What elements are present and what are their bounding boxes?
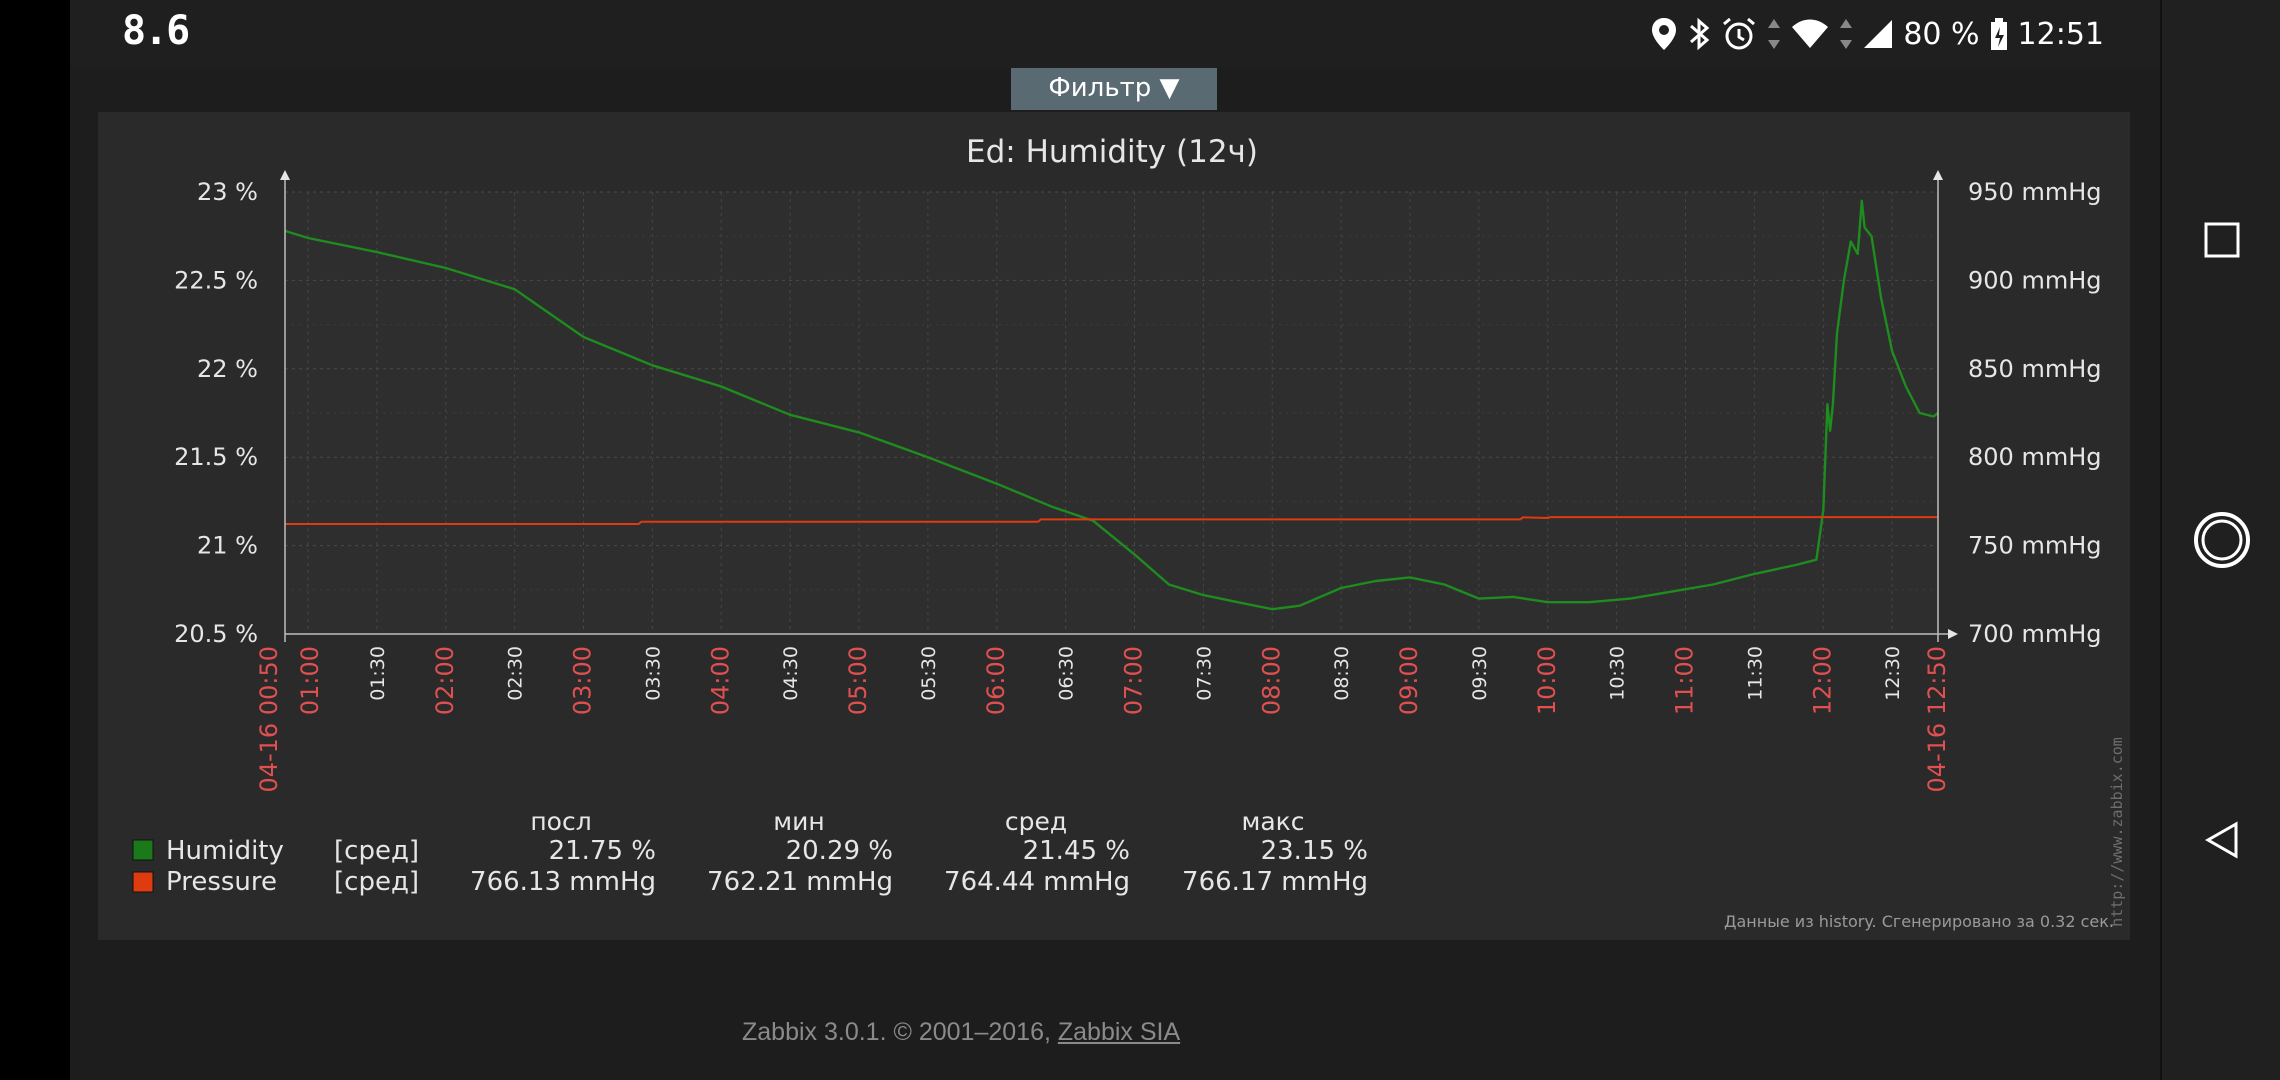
legend-series-func: [сред] <box>334 836 419 866</box>
x-tick-label: 03:30 <box>642 646 664 701</box>
legend-value-avg: 764.44 mmHg <box>944 867 1130 897</box>
graph-panel: Ed: Humidity (12ч) 23 % 22.5 % 22 % 21.5 % 2… <box>98 112 2130 940</box>
y-right-tick-label: 800 mmHg <box>1968 443 2101 471</box>
legend-value-max: 23.15 % <box>1261 836 1368 866</box>
x-tick-label: 04:00 <box>706 646 734 715</box>
x-tick-label: 02:30 <box>505 646 527 701</box>
y-axis-right-arrow <box>1933 170 1943 180</box>
x-tick-label: 03:00 <box>569 646 597 715</box>
x-tick-label: 04-16 12:50 <box>1923 646 1951 793</box>
x-tick-label: 05:00 <box>844 646 872 715</box>
data-arrows-icon <box>1768 19 1781 49</box>
footer-copyright: Zabbix 3.0.1. © 2001–2016, <box>742 1018 1058 1046</box>
y-right-tick-label: 900 mmHg <box>1968 266 2101 294</box>
y-right-tick-label: 700 mmHg <box>1968 620 2101 648</box>
x-tick-label: 04-16 00:50 <box>255 646 283 793</box>
legend-series-name: Pressure <box>166 867 277 897</box>
y-right-tick-label: 750 mmHg <box>1968 532 2101 560</box>
left-edge-bar <box>0 0 70 1080</box>
x-tick-label: 02:00 <box>431 646 459 715</box>
status-time: 12:51 <box>2017 16 2104 52</box>
alarm-icon <box>1723 17 1756 50</box>
x-tick-label: 10:00 <box>1533 646 1561 715</box>
x-axis-arrow <box>1948 629 1958 639</box>
x-tick-label: 05:30 <box>918 646 940 701</box>
chart-title: Ed: Humidity (12ч) <box>966 134 1258 170</box>
y-left-tick-label: 23 % <box>197 178 258 206</box>
legend-value-min: 20.29 % <box>786 836 893 866</box>
legend-series-func: [сред] <box>334 867 419 897</box>
y-right-tick-label: 850 mmHg <box>1968 355 2101 383</box>
x-tick-label: 12:30 <box>1882 646 1904 701</box>
location-icon <box>1652 18 1677 50</box>
x-tick-label: 12:00 <box>1808 646 1836 715</box>
legend-header-avg: сред <box>1005 807 1067 836</box>
filter-toggle-button[interactable]: Фильтр ▼ <box>1011 68 1217 110</box>
x-tick-label: 08:00 <box>1257 646 1285 715</box>
x-tick-label: 08:30 <box>1331 646 1353 701</box>
legend-value-last: 766.13 mmHg <box>470 867 656 897</box>
x-tick-label: 11:00 <box>1671 646 1699 715</box>
series-line-humidity <box>284 199 1939 611</box>
battery-percent: 80 % <box>1903 16 1980 52</box>
legend-swatch-humidity <box>132 839 154 861</box>
y-left-tick-label: 21 % <box>197 532 258 560</box>
humidity-chart: Ed: Humidity (12ч) 23 % 22.5 % 22 % 21.5 % 2… <box>132 134 2126 931</box>
cell-signal-icon <box>1864 20 1893 48</box>
watermark: http://www.zabbix.com <box>2108 737 2126 927</box>
legend-value-avg: 21.45 % <box>1023 836 1130 866</box>
legend-value-max: 766.17 mmHg <box>1182 867 1368 897</box>
y-axis-left-arrow <box>280 170 290 180</box>
x-tick-label: 07:00 <box>1120 646 1148 715</box>
x-tick-label: 04:30 <box>780 646 802 701</box>
legend-swatch-pressure <box>132 871 154 893</box>
x-tick-label: 11:30 <box>1744 646 1766 701</box>
status-left-text: 8.6 <box>122 8 190 54</box>
x-tick-label: 06:30 <box>1056 646 1078 701</box>
legend-header-min: мин <box>773 807 824 836</box>
footer-zabbix-link[interactable]: Zabbix SIA <box>1057 1018 1181 1046</box>
navigation-bar <box>2160 0 2280 1080</box>
status-icons: 80 % 12:51 <box>1651 14 2104 54</box>
data-arrows-icon-2 <box>1840 19 1853 49</box>
x-tick-label: 10:30 <box>1607 646 1629 701</box>
status-bar: 8.6 80 % 12:51 <box>70 0 2160 68</box>
y-left-tick-label: 20.5 % <box>174 620 258 648</box>
x-tick-label: 06:00 <box>982 646 1010 715</box>
y-left-tick-label: 22 % <box>197 355 258 383</box>
legend-value-last: 21.75 % <box>549 836 656 866</box>
legend-header-max: макс <box>1241 807 1304 836</box>
home-circle-icon[interactable] <box>2162 510 2280 570</box>
series-line-pressure <box>285 516 1938 525</box>
y-left-tick-label: 21.5 % <box>174 443 258 471</box>
wifi-icon <box>1792 19 1829 48</box>
footer: Zabbix 3.0.1. © 2001–2016, Zabbix SIA <box>742 1018 1180 1047</box>
recents-square-icon[interactable] <box>2162 218 2280 262</box>
x-tick-label: 01:30 <box>367 646 389 701</box>
x-tick-label: 09:30 <box>1469 646 1491 701</box>
x-tick-label: 01:00 <box>296 646 324 715</box>
battery-icon <box>1990 18 2007 50</box>
x-tick-label: 07:30 <box>1193 646 1215 701</box>
legend-series-name: Humidity <box>166 836 284 866</box>
generation-note: Данные из history. Сгенерировано за 0.32… <box>1724 912 2114 931</box>
y-right-tick-label: 950 mmHg <box>1968 178 2101 206</box>
legend-header-last: посл <box>530 807 591 836</box>
back-triangle-icon[interactable] <box>2162 818 2280 862</box>
bluetooth-icon <box>1690 17 1710 51</box>
y-left-tick-label: 22.5 % <box>174 266 258 294</box>
legend-value-min: 762.21 mmHg <box>707 867 893 897</box>
x-tick-label: 09:00 <box>1395 646 1423 715</box>
